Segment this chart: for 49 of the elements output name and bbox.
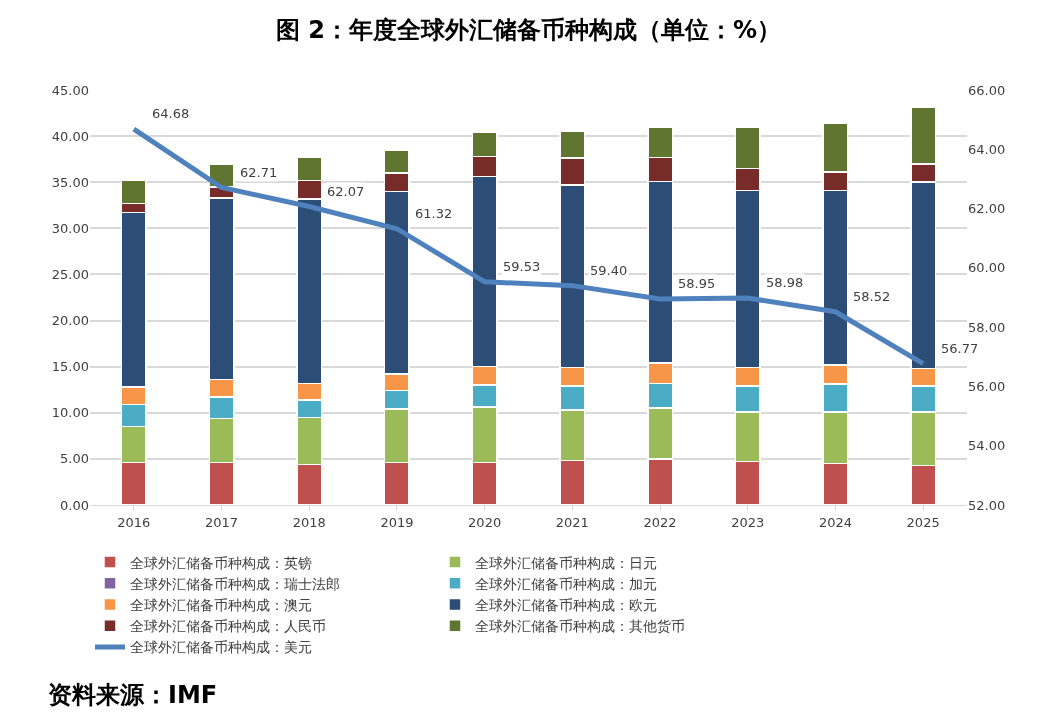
data-label: 59.53 xyxy=(503,259,541,274)
legend-label: 全球外汇储备币种构成：其他货币 xyxy=(475,618,685,635)
y2-tick-label: 64.00 xyxy=(968,141,1006,157)
x-tick-label: 2022 xyxy=(643,514,677,530)
data-label: 62.71 xyxy=(240,165,278,180)
data-label: 58.98 xyxy=(766,275,804,290)
data-label: 56.77 xyxy=(941,341,979,356)
legend-label: 全球外汇储备币种构成：瑞士法郎 xyxy=(130,575,340,592)
y-tick-label: 40.00 xyxy=(51,128,89,144)
y-tick-label: 20.00 xyxy=(51,313,89,329)
y2-tick-label: 58.00 xyxy=(968,319,1006,335)
chart-title: 图 2：年度全球外汇储备币种构成（单位：%） xyxy=(275,16,782,45)
y2-tick-label: 62.00 xyxy=(968,201,1006,217)
y2-tick-label: 56.00 xyxy=(968,378,1006,394)
legend-label: 全球外汇储备币种构成：美元 xyxy=(130,639,312,656)
y-tick-label: 25.00 xyxy=(51,266,89,282)
y2-tick-label: 52.00 xyxy=(968,497,1006,513)
data-label: 58.52 xyxy=(853,289,891,304)
x-tick-label: 2017 xyxy=(205,514,239,530)
text: 资料来源：IMF xyxy=(48,681,218,709)
legend-label: 全球外汇储备币种构成：人民币 xyxy=(130,618,326,635)
y-tick-label: 15.00 xyxy=(51,359,89,375)
data-label: 59.40 xyxy=(590,263,628,278)
y2-tick-label: 60.00 xyxy=(968,260,1006,276)
x-tick-label: 2025 xyxy=(906,514,940,530)
x-tick-label: 2018 xyxy=(292,514,326,530)
y-tick-label: 30.00 xyxy=(51,220,89,236)
legend-label: 全球外汇储备币种构成：欧元 xyxy=(475,596,657,613)
data-label: 62.07 xyxy=(327,184,365,199)
y-tick-label: 10.00 xyxy=(51,405,89,421)
x-tick-label: 2023 xyxy=(731,514,765,530)
x-tick-label: 2019 xyxy=(380,514,414,530)
y-tick-label: 35.00 xyxy=(51,174,89,190)
legend-label: 全球外汇储备币种构成：加元 xyxy=(475,575,657,592)
y-tick-label: 5.00 xyxy=(60,451,89,467)
x-tick-label: 2020 xyxy=(468,514,502,530)
data-label: 64.68 xyxy=(152,106,190,121)
data-label: 61.32 xyxy=(415,206,453,221)
y-tick-label: 45.00 xyxy=(51,82,89,98)
data-label: 58.95 xyxy=(678,276,716,291)
y2-tick-label: 66.00 xyxy=(968,82,1006,98)
x-tick-label: 2021 xyxy=(555,514,589,530)
y-tick-label: 0.00 xyxy=(60,497,89,513)
legend-label: 全球外汇储备币种构成：日元 xyxy=(475,554,657,571)
x-tick-label: 2024 xyxy=(818,514,852,530)
legend-label: 全球外汇储备币种构成：英镑 xyxy=(130,554,312,571)
legend-label: 全球外汇储备币种构成：澳元 xyxy=(130,596,312,613)
y2-tick-label: 54.00 xyxy=(968,438,1006,454)
x-tick-label: 2016 xyxy=(117,514,151,530)
